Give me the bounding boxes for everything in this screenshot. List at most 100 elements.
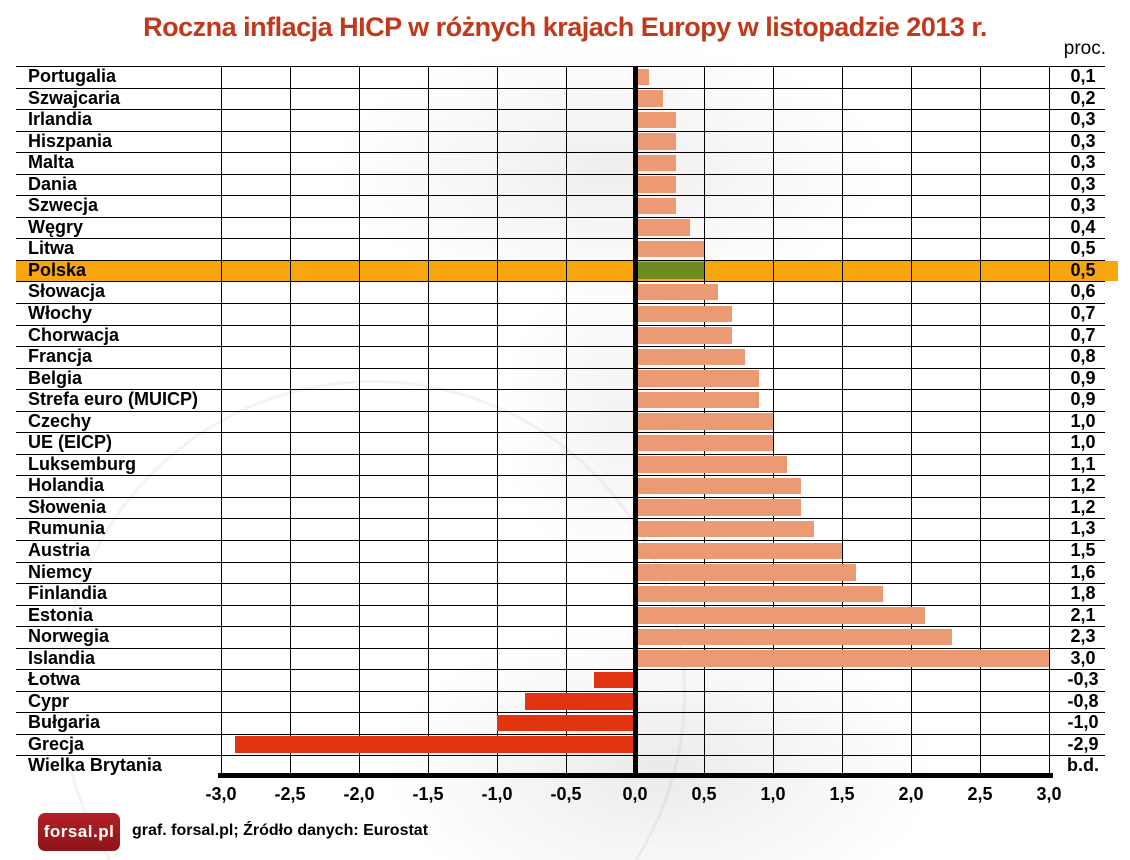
x-tick-label: 1,0 <box>760 784 786 804</box>
category-label: Niemcy <box>28 561 93 582</box>
category-label: Strefa euro (MUICP) <box>28 389 199 410</box>
data-bar-niemcy <box>637 564 856 581</box>
value-label: 0,9 <box>1070 389 1096 410</box>
value-label: 0,3 <box>1070 195 1096 216</box>
row-separator-line <box>16 561 1105 563</box>
x-tick-label: -1,0 <box>481 784 513 804</box>
value-label: 1,2 <box>1070 496 1096 517</box>
row-separator-line <box>16 755 1105 757</box>
x-tick-label: 2,0 <box>898 784 924 804</box>
value-label: 0,2 <box>1070 87 1096 108</box>
x-tick-label: 2,5 <box>967 784 993 804</box>
data-bar-hiszpania <box>637 133 677 150</box>
category-label: Luksemburg <box>28 453 137 474</box>
category-label: Austria <box>28 540 91 560</box>
value-label: 3,0 <box>1070 647 1096 668</box>
value-label: -1,0 <box>1067 712 1099 733</box>
row-separator-line <box>16 87 1105 89</box>
category-label: Chorwacja <box>28 324 120 345</box>
data-bar-estonia <box>637 607 925 624</box>
category-label: Bułgaria <box>28 712 101 733</box>
data-bar-belgia <box>637 370 760 387</box>
category-label: Wielka Brytania <box>28 755 162 776</box>
category-label: Irlandia <box>28 109 93 130</box>
x-tick-label: -1,5 <box>412 784 444 804</box>
category-label: Malta <box>28 152 75 173</box>
row-separator-line <box>16 453 1105 455</box>
data-bar-austria <box>637 542 842 560</box>
x-axis-baseline <box>218 773 1053 778</box>
data-bar-w-ochy <box>637 305 732 323</box>
forsal-logo-text: forsal.pl <box>43 822 115 841</box>
x-tick-label: -0,5 <box>550 784 582 804</box>
gridline <box>497 66 498 773</box>
row-separator-line <box>16 712 1105 714</box>
category-label: UE (EICP) <box>28 432 113 453</box>
value-label: -2,9 <box>1067 733 1099 754</box>
data-bar-malta <box>637 154 677 172</box>
value-label: 0,7 <box>1070 324 1096 345</box>
category-label: Polska <box>28 259 87 280</box>
value-label: 2,1 <box>1070 604 1096 625</box>
category-label: Islandia <box>28 647 96 668</box>
category-label: Holandia <box>28 475 105 496</box>
row-separator-line <box>16 475 1105 477</box>
gridline <box>221 66 222 773</box>
value-label: 0,5 <box>1070 238 1096 259</box>
data-bar-chorwacja <box>637 327 732 344</box>
row-separator-line <box>16 173 1105 175</box>
value-label: 0,8 <box>1070 346 1096 367</box>
data-bar-polska <box>637 262 704 279</box>
data-bar-norwegia <box>637 628 953 646</box>
row-separator-line <box>16 238 1105 240</box>
category-label: Słowacja <box>28 281 106 302</box>
row-separator-line <box>16 109 1105 111</box>
x-tick-label: 0,0 <box>622 784 648 804</box>
row-separator-line <box>16 66 1105 67</box>
data-bar-czechy <box>637 413 773 430</box>
value-label: 0,7 <box>1070 303 1096 323</box>
data-bar--otwa <box>593 671 633 689</box>
data-bar-grecja <box>234 736 633 753</box>
row-separator-line <box>16 518 1105 520</box>
data-bar-francja <box>637 348 746 366</box>
row-separator-line <box>16 367 1105 369</box>
unit-label: proc. <box>1063 38 1106 59</box>
x-tick-label: 1,5 <box>829 784 855 804</box>
data-bar-finlandia <box>637 585 884 603</box>
zero-axis-line <box>633 66 638 778</box>
data-bar-irlandia <box>637 111 677 129</box>
data-bar-cypr <box>524 693 633 710</box>
row-separator-line <box>16 216 1105 218</box>
row-separator-line <box>16 195 1105 197</box>
data-bar-portugalia <box>637 68 649 86</box>
row-separator-line <box>16 496 1105 498</box>
category-label: Francja <box>28 346 93 367</box>
category-label: Belgia <box>28 367 83 388</box>
category-label: Słowenia <box>28 496 107 517</box>
row-separator-line <box>16 540 1105 541</box>
x-tick-label: -2,0 <box>343 784 375 804</box>
value-label: 1,3 <box>1070 518 1096 539</box>
row-separator-line <box>16 259 1105 261</box>
value-label: 0,1 <box>1070 66 1096 86</box>
gridline <box>290 66 291 773</box>
category-label: Czechy <box>28 410 92 431</box>
gridline <box>566 66 567 773</box>
value-label: 0,3 <box>1070 130 1096 151</box>
gridline <box>359 66 360 773</box>
row-separator-line <box>16 303 1105 304</box>
data-bar-dania <box>637 176 677 193</box>
data-bar-bu-garia <box>497 714 633 732</box>
value-label: 1,6 <box>1070 561 1096 582</box>
forsal-logo: forsal.pl <box>38 813 120 851</box>
value-label: 1,2 <box>1070 475 1096 496</box>
value-label: 1,5 <box>1070 540 1096 560</box>
row-separator-line <box>16 669 1105 671</box>
category-label: Rumunia <box>28 518 106 539</box>
row-separator-line <box>16 324 1105 326</box>
data-bar-s-owacja <box>637 283 718 301</box>
data-bar-luksemburg <box>637 456 787 473</box>
value-label: 0,3 <box>1070 152 1096 173</box>
